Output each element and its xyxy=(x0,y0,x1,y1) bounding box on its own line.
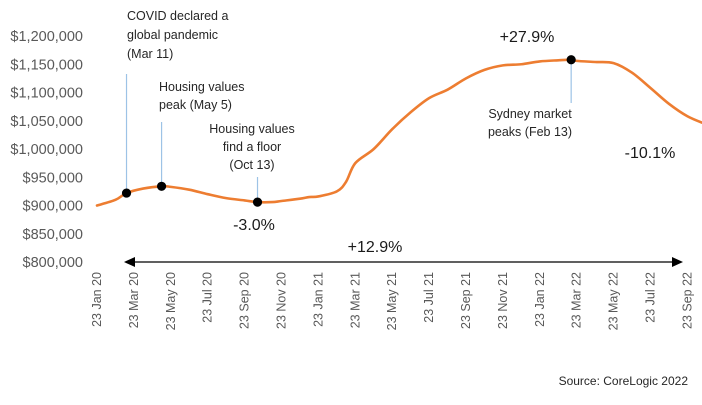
annotation-label: (Mar 11) xyxy=(127,47,173,61)
arrow-head-left xyxy=(124,257,135,267)
x-tick-label: 23 May 20 xyxy=(164,272,178,330)
y-tick-label: $1,050,000 xyxy=(10,114,83,130)
x-tick-label: 23 Mar 22 xyxy=(570,272,584,328)
series-line xyxy=(95,58,702,207)
y-tick-label: $950,000 xyxy=(23,170,83,186)
x-tick-label: 23 Jul 22 xyxy=(644,272,658,323)
pct-label-latest: -10.1% xyxy=(625,145,676,162)
annotation-label: peaks (Feb 13) xyxy=(488,125,572,139)
event-marker-dot xyxy=(156,181,167,191)
annotation-label: peak (May 5) xyxy=(159,98,232,112)
pct-label-peak: +27.9% xyxy=(500,29,555,46)
y-tick-label: $1,150,000 xyxy=(10,57,83,73)
y-tick-label: $850,000 xyxy=(23,227,83,243)
x-tick-label: 23 Sep 22 xyxy=(680,272,694,329)
x-tick-label: 23 May 21 xyxy=(385,272,399,330)
x-tick-label: 23 Jul 20 xyxy=(201,272,215,323)
y-tick-label: $800,000 xyxy=(23,255,83,271)
y-tick-label: $1,200,000 xyxy=(10,29,83,45)
annotation-label: find a floor xyxy=(223,140,281,154)
x-tick-label: 23 Nov 21 xyxy=(496,272,510,329)
y-tick-label: $1,000,000 xyxy=(10,142,83,158)
event-marker-dot xyxy=(566,55,576,65)
x-tick-label: 23 Jan 20 xyxy=(90,272,104,327)
x-tick-label: 23 Jan 22 xyxy=(533,272,547,327)
x-tick-label: 23 Jan 21 xyxy=(311,272,325,327)
y-tick-label: $1,100,000 xyxy=(10,86,83,102)
event-marker-dot xyxy=(252,197,263,207)
annotation-label: global pandemic xyxy=(127,28,218,42)
x-tick-label: 23 Sep 20 xyxy=(238,272,252,329)
pct-label-span: +12.9% xyxy=(348,239,403,256)
annotation-label: COVID declared a xyxy=(127,9,228,23)
x-tick-label: 23 Nov 20 xyxy=(275,272,289,329)
x-tick-label: 23 Mar 20 xyxy=(127,272,141,328)
event-marker-dot xyxy=(121,188,132,198)
source-note: Source: CoreLogic 2022 xyxy=(558,374,688,388)
arrow-head-right xyxy=(672,257,683,267)
pct-label-floor: -3.0% xyxy=(233,217,275,234)
annotation-label: Housing values xyxy=(209,122,294,136)
x-tick-label: 23 May 22 xyxy=(607,272,621,330)
y-tick-label: $900,000 xyxy=(23,199,83,215)
period-change-arrow xyxy=(124,257,683,267)
annotation-label: Sydney market xyxy=(488,107,572,121)
x-tick-label: 23 Jul 21 xyxy=(422,272,436,323)
annotation-label: (Oct 13) xyxy=(229,158,274,172)
x-tick-label: 23 Mar 21 xyxy=(348,272,362,328)
annotation-label: Housing values xyxy=(159,80,244,94)
x-tick-label: 23 Sep 21 xyxy=(459,272,473,329)
